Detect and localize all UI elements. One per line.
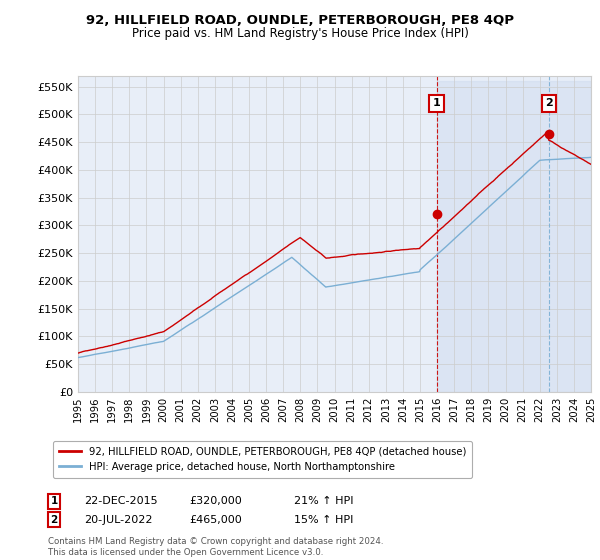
Text: 1: 1 [433, 99, 440, 108]
Text: 92, HILLFIELD ROAD, OUNDLE, PETERBOROUGH, PE8 4QP: 92, HILLFIELD ROAD, OUNDLE, PETERBOROUGH… [86, 14, 514, 27]
Text: 21% ↑ HPI: 21% ↑ HPI [294, 496, 353, 506]
Text: £465,000: £465,000 [189, 515, 242, 525]
Text: 2: 2 [50, 515, 58, 525]
Text: 15% ↑ HPI: 15% ↑ HPI [294, 515, 353, 525]
Text: 22-DEC-2015: 22-DEC-2015 [84, 496, 158, 506]
Text: 2: 2 [545, 99, 553, 108]
Text: Contains HM Land Registry data © Crown copyright and database right 2024.: Contains HM Land Registry data © Crown c… [48, 537, 383, 546]
Text: This data is licensed under the Open Government Licence v3.0.: This data is licensed under the Open Gov… [48, 548, 323, 557]
Text: £320,000: £320,000 [189, 496, 242, 506]
Text: 20-JUL-2022: 20-JUL-2022 [84, 515, 152, 525]
Legend: 92, HILLFIELD ROAD, OUNDLE, PETERBOROUGH, PE8 4QP (detached house), HPI: Average: 92, HILLFIELD ROAD, OUNDLE, PETERBOROUGH… [53, 441, 472, 478]
Text: 1: 1 [50, 496, 58, 506]
Text: Price paid vs. HM Land Registry's House Price Index (HPI): Price paid vs. HM Land Registry's House … [131, 27, 469, 40]
